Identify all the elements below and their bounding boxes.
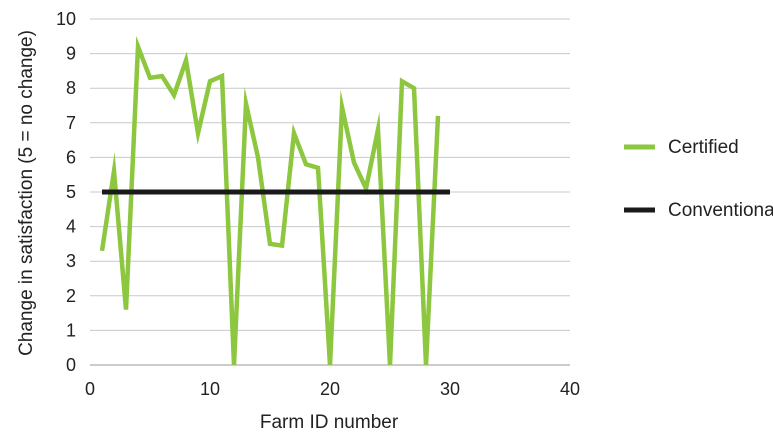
x-tick-label-0: 0 (85, 379, 95, 399)
y-tick-label-2: 2 (66, 286, 76, 306)
y-tick-label-5: 5 (66, 182, 76, 202)
y-tick-label-7: 7 (66, 113, 76, 133)
legend: Certified Conventional (624, 137, 773, 221)
legend-label-conventional: Conventional (668, 200, 773, 221)
x-tick-label-20: 20 (320, 379, 340, 399)
tick-labels: 0 1 2 3 4 5 6 7 8 9 10 0 10 20 30 40 (56, 9, 580, 399)
y-tick-label-10: 10 (56, 9, 76, 29)
x-tick-label-10: 10 (200, 379, 220, 399)
y-tick-label-9: 9 (66, 44, 76, 64)
y-tick-label-0: 0 (66, 355, 76, 375)
legend-item-certified: Certified (624, 137, 739, 158)
y-tick-label-6: 6 (66, 147, 76, 167)
series-line-certified (99, 35, 441, 366)
x-tick-label-30: 30 (440, 379, 460, 399)
y-tick-label-4: 4 (66, 217, 76, 237)
x-tick-label-40: 40 (560, 379, 580, 399)
y-tick-label-1: 1 (66, 320, 76, 340)
y-tick-label-8: 8 (66, 78, 76, 98)
y-tick-label-3: 3 (66, 251, 76, 271)
y-axis-title: Change in satisfaction (5 = no change) (16, 30, 37, 356)
series-lines (99, 35, 450, 366)
x-axis-title: Farm ID number (260, 412, 399, 433)
legend-label-certified: Certified (668, 137, 739, 158)
legend-item-conventional: Conventional (624, 200, 773, 221)
